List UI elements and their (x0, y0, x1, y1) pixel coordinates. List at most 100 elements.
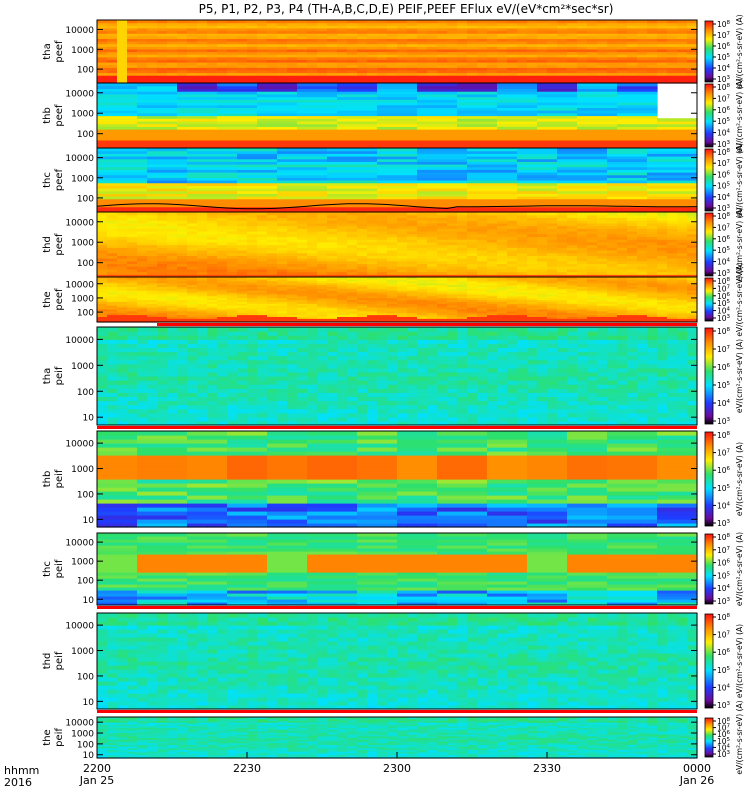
heatmap-cell (477, 180, 488, 184)
heatmap-cell (507, 96, 518, 100)
heatmap-cell (377, 48, 388, 53)
heatmap-cell (477, 41, 488, 45)
heatmap-cell (237, 33, 248, 37)
heatmap-cell (377, 131, 388, 136)
heatmap-cell (207, 75, 218, 79)
heatmap-cell (227, 252, 238, 256)
heatmap-cell (127, 241, 138, 246)
heatmap-cell (247, 252, 258, 256)
heatmap-cell (537, 77, 548, 81)
heatmap-cell (297, 139, 308, 144)
heatmap-cell (487, 46, 498, 50)
heatmap-cell (137, 67, 148, 71)
heatmap-cell (687, 172, 698, 176)
heatmap-cell (467, 182, 478, 186)
heatmap-cell (167, 220, 178, 224)
heatmap-cell (117, 41, 128, 45)
heatmap-cell (107, 48, 118, 53)
heatmap-cell (407, 158, 418, 162)
heatmap-cell (227, 228, 238, 232)
heatmap-cell (507, 41, 518, 45)
heatmap-cell (137, 260, 148, 265)
heatmap-cell (657, 22, 668, 26)
heatmap-cell (687, 158, 698, 162)
heatmap-cell (347, 148, 358, 152)
heatmap-cell (127, 220, 138, 224)
heatmap-cell (637, 104, 648, 108)
heatmap-cell (507, 206, 518, 210)
heatmap-cell (97, 120, 108, 125)
heatmap-cell (307, 172, 318, 176)
heatmap-cell (497, 123, 508, 127)
heatmap-cell (217, 198, 228, 202)
heatmap-cell (417, 75, 428, 79)
heatmap-cell (487, 27, 498, 32)
heatmap-cell (507, 201, 518, 205)
heatmap-cell (427, 118, 438, 122)
heatmap-cell (117, 80, 128, 84)
heatmap-cell (557, 118, 568, 122)
heatmap-cell (107, 59, 118, 63)
heatmap-cell (507, 131, 518, 136)
heatmap-cell (337, 134, 348, 138)
heatmap-cell (267, 43, 278, 47)
heatmap-cell (507, 156, 518, 160)
heatmap-cell (487, 204, 498, 208)
heatmap-cell (367, 77, 378, 81)
heatmap-cell (557, 153, 568, 157)
heatmap-cell (587, 96, 598, 100)
heatmap-cell (207, 230, 218, 235)
heatmap-cell (217, 228, 228, 232)
heatmap-cell (127, 209, 138, 213)
heatmap-cell (437, 201, 448, 205)
heatmap-cell (257, 182, 268, 186)
heatmap-cell (267, 75, 278, 79)
heatmap-cell (537, 120, 548, 125)
heatmap-cell (137, 206, 148, 210)
heatmap-cell (587, 139, 598, 144)
heatmap-cell (637, 142, 648, 146)
heatmap-cell (387, 182, 398, 186)
heatmap-cell (247, 190, 258, 194)
heatmap-cell (297, 30, 308, 34)
heatmap-cell (657, 72, 668, 76)
heatmap-cell (137, 228, 148, 232)
heatmap-cell (547, 43, 558, 47)
heatmap-cell (147, 104, 158, 108)
heatmap-cell (107, 150, 118, 154)
heatmap-cell (397, 193, 408, 197)
heatmap-cell (327, 169, 338, 173)
heatmap-cell (157, 148, 168, 152)
heatmap-cell (577, 56, 588, 60)
heatmap-cell (537, 172, 548, 176)
heatmap-cell (477, 190, 488, 194)
heatmap-cell (477, 182, 488, 186)
heatmap-cell (277, 88, 288, 92)
heatmap-cell (507, 148, 518, 152)
heatmap-cell (307, 126, 318, 130)
heatmap-cell (597, 148, 608, 152)
heatmap-cell (297, 150, 308, 154)
heatmap-cell (427, 112, 438, 117)
heatmap-cell (137, 120, 148, 125)
heatmap-cell (467, 137, 478, 141)
heatmap-cell (547, 80, 558, 84)
heatmap-cell (627, 33, 638, 37)
heatmap-cell (197, 166, 208, 170)
heatmap-cell (307, 169, 318, 173)
heatmap-cell (187, 190, 198, 194)
heatmap-cell (157, 212, 168, 216)
heatmap-cell (587, 206, 598, 210)
heatmap-cell (457, 115, 468, 119)
colorbar-tick-label: 103 (717, 204, 731, 213)
heatmap-cell (107, 225, 118, 229)
heatmap-cell (257, 22, 268, 26)
heatmap-cell (167, 158, 178, 162)
heatmap-cell (567, 33, 578, 37)
heatmap-cell (177, 137, 188, 141)
heatmap-cell (377, 190, 388, 194)
heatmap-cell (467, 134, 478, 138)
heatmap-cell (347, 83, 358, 87)
heatmap-cell (597, 177, 608, 181)
